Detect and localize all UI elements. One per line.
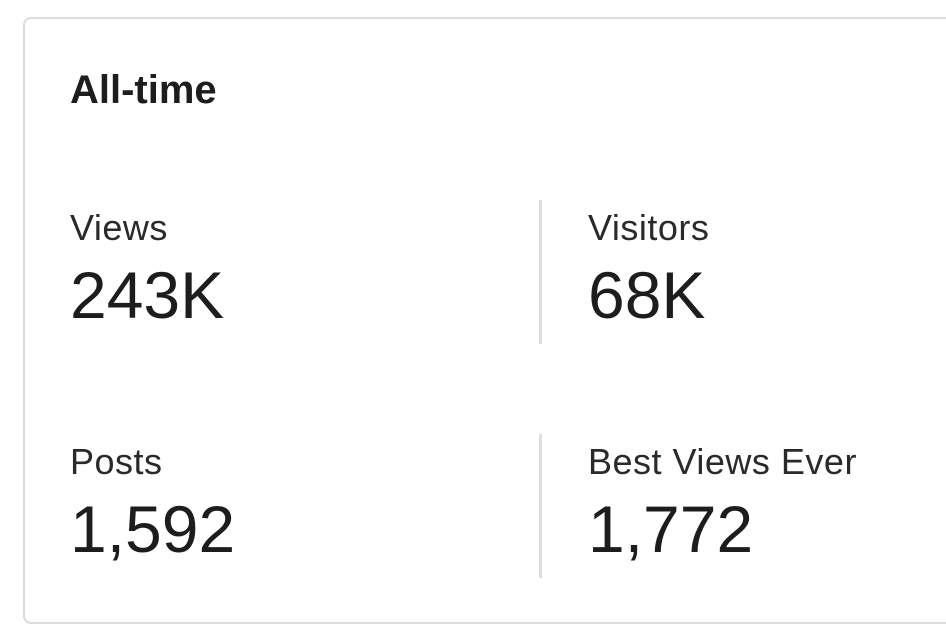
card-title: All-time <box>70 68 217 112</box>
stat-best-views-ever: Best Views Ever 1,772 <box>588 442 857 568</box>
stat-label-views: Views <box>70 207 168 248</box>
stat-value-best-views-ever: 1,772 <box>588 492 754 566</box>
stat-label-visitors: Visitors <box>588 207 710 248</box>
column-divider-bottom <box>539 434 542 578</box>
stat-views: Views 243K <box>70 208 224 334</box>
column-divider-top <box>539 200 542 344</box>
stat-visitors: Visitors 68K <box>588 208 709 334</box>
all-time-stats-card <box>23 17 946 624</box>
stat-value-visitors: 68K <box>588 258 706 332</box>
stat-posts: Posts 1,592 <box>70 442 235 568</box>
stat-value-views: 243K <box>70 258 225 332</box>
stat-label-posts: Posts <box>70 441 163 482</box>
stat-value-posts: 1,592 <box>70 492 236 566</box>
stat-label-best-views-ever: Best Views Ever <box>588 441 857 482</box>
